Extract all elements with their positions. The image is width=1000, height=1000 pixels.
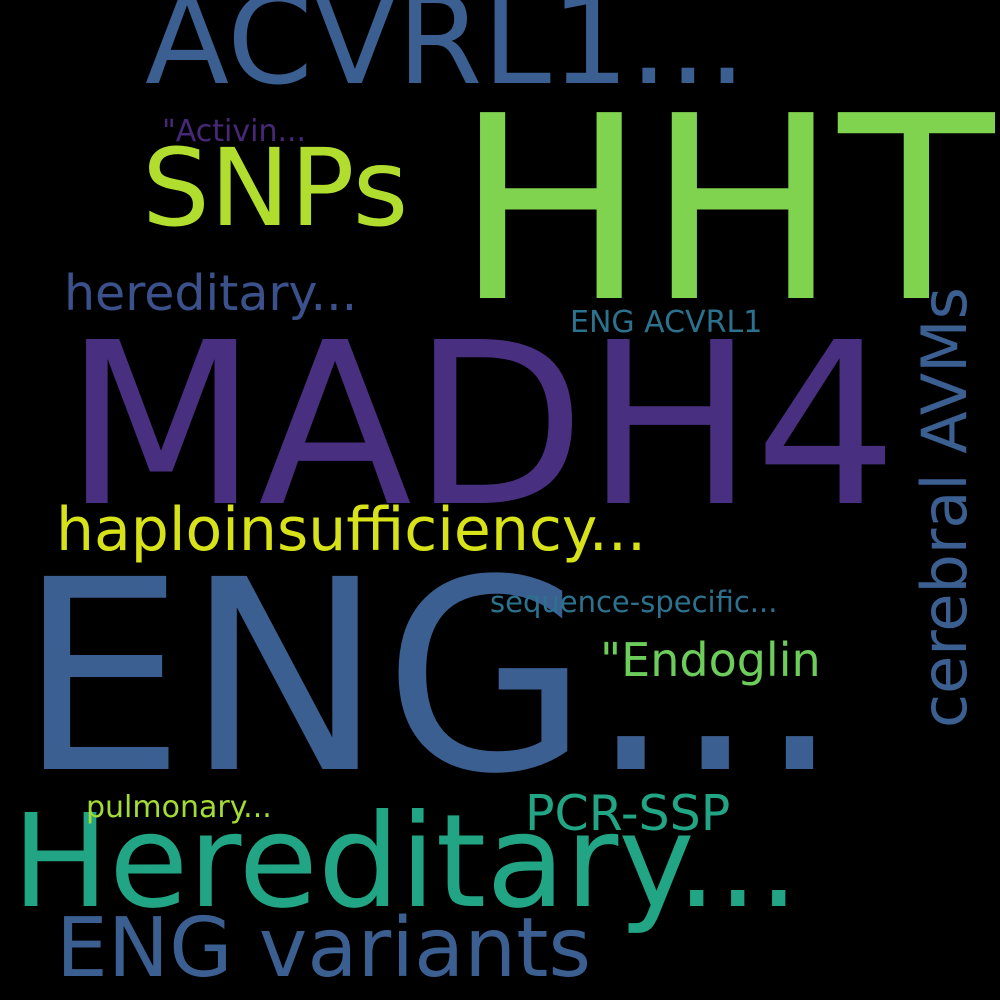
word-activin: "Activin... [162, 114, 307, 149]
word-haploinsufficiency: haploinsufficiency... [56, 495, 647, 565]
word-sequence-specific: sequence-specific... [490, 585, 778, 619]
word-pulmonary: pulmonary... [86, 790, 272, 825]
word-hereditary-ellipsis: Hereditary... [12, 787, 800, 937]
word-eng-acvrl1: ENG ACVRL1 [570, 305, 763, 340]
word-hereditary-lower: hereditary... [64, 265, 358, 322]
word-cerebral-avms: cerebral AVMs [908, 287, 981, 728]
word-madh4: MADH4 [64, 295, 898, 557]
word-eng-ellipsis: ENG... [18, 524, 842, 832]
word-acvrl1-ellipsis: ACVRL1... [145, 0, 747, 113]
word-pcr-ssp: PCR-SSP [525, 785, 731, 842]
word-endoglin: "Endoglin [600, 633, 821, 687]
word-eng-variants: ENG variants [56, 901, 592, 996]
word-snps: SNPs [142, 127, 409, 251]
word-hht: HHT [455, 62, 995, 359]
